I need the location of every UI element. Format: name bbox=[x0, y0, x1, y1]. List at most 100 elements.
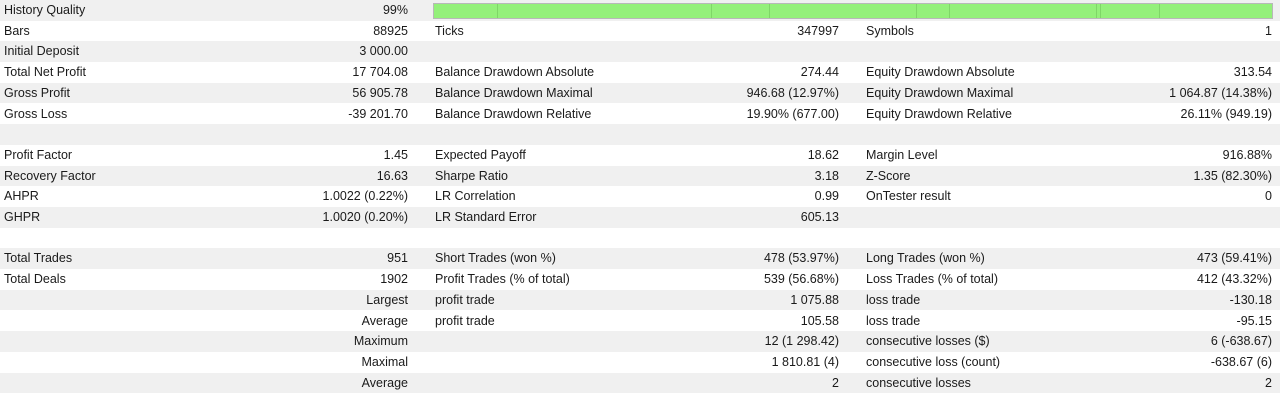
col3-label: Loss Trades (% of total) bbox=[866, 272, 999, 287]
col2-label: Sharpe Ratio bbox=[435, 168, 508, 183]
report-row bbox=[0, 124, 1280, 145]
col1-value: 1902 bbox=[380, 272, 408, 287]
col3-value: -130.18 bbox=[1229, 292, 1272, 307]
col1-value: 1.0020 (0.20%) bbox=[322, 210, 408, 224]
col3-value bbox=[1100, 207, 1272, 228]
col1-label: Total Deals bbox=[4, 272, 66, 287]
col1-label: Gross Loss bbox=[4, 106, 68, 121]
col1-value: Average bbox=[361, 313, 408, 328]
col3-value: 473 (59.41%) bbox=[1196, 251, 1272, 266]
col2-label: Ticks bbox=[435, 23, 464, 38]
col1-label bbox=[4, 352, 304, 373]
col2-value bbox=[735, 228, 839, 249]
history-quality-tick bbox=[710, 4, 712, 18]
report-row: AHPR 1.0022 (0.22%) LR Correlation 0.99 OnTe… bbox=[0, 186, 1280, 207]
history-quality-tick bbox=[1158, 4, 1160, 18]
report-row: Total Trades 951 Short Trades (won %) 478 (… bbox=[0, 248, 1280, 270]
col3-label: Z-Score bbox=[866, 168, 911, 183]
col1-label bbox=[4, 373, 304, 394]
col1-label bbox=[4, 124, 304, 145]
col2-value: 12 (1 298.42) bbox=[764, 334, 839, 349]
col2-value: 2 bbox=[832, 375, 839, 390]
col1-label bbox=[4, 331, 304, 352]
col1-label: Total Net Profit bbox=[4, 65, 86, 80]
col1-value: Maximal bbox=[361, 354, 408, 369]
col2-label bbox=[435, 393, 735, 414]
col3-value bbox=[1100, 393, 1272, 414]
col1-value: -39 201.70 bbox=[348, 106, 408, 121]
col2-label bbox=[435, 41, 735, 62]
col2-value: 1 075.88 bbox=[790, 292, 839, 307]
col1-value: 99% bbox=[382, 3, 408, 17]
report-row: Total Net Profit 17 704.08 Balance Drawdow… bbox=[0, 62, 1280, 83]
col3-label: consecutive losses ($) bbox=[866, 334, 990, 349]
col1-label: Total Trades bbox=[4, 251, 73, 266]
col3-value: 916.88% bbox=[1222, 147, 1272, 162]
col3-value: 2 bbox=[1265, 375, 1272, 390]
col1-label: Recovery Factor bbox=[4, 168, 96, 183]
col2-value: 18.62 bbox=[807, 147, 839, 162]
col3-value: 412 (43.32%) bbox=[1196, 272, 1272, 287]
col3-value: 26.11% (949.19) bbox=[1180, 106, 1273, 121]
col2-label: Short Trades (won %) bbox=[435, 251, 556, 266]
col3-value: 6 (-638.67) bbox=[1210, 334, 1272, 349]
col2-value: 19.90% (677.00) bbox=[746, 106, 839, 121]
report-row: Largest profit trade 1 075.88 loss trade -13… bbox=[0, 289, 1280, 311]
col3-label: Equity Drawdown Relative bbox=[866, 106, 1012, 121]
report-row bbox=[0, 393, 1280, 414]
col2-label: Balance Drawdown Absolute bbox=[435, 65, 595, 80]
col1-label bbox=[4, 311, 304, 332]
history-quality-tick bbox=[949, 4, 951, 18]
col2-value: 0.99 bbox=[814, 189, 839, 204]
report-row: History Quality 99% bbox=[0, 0, 1280, 21]
col1-value: 17 704.08 bbox=[352, 65, 408, 80]
col2-label bbox=[435, 373, 735, 394]
history-quality-tick bbox=[496, 4, 498, 18]
report-row: Profit Factor 1.45 Expected Payoff 18.62 Mar… bbox=[0, 144, 1280, 166]
col2-label: Expected Payoff bbox=[435, 147, 526, 162]
col3-value: 1 064.87 (14.38%) bbox=[1169, 85, 1272, 100]
col1-value bbox=[300, 228, 408, 249]
col1-value: 3 000.00 bbox=[359, 44, 408, 59]
report-row: Initial Deposit 3 000.00 bbox=[0, 41, 1280, 63]
col3-value: -638.67 (6) bbox=[1210, 354, 1272, 369]
report-row: Average profit trade 105.58 loss trade -95.1… bbox=[0, 310, 1280, 332]
report-row: GHPR 1.0020 (0.20%) LR Standard Error 605.1… bbox=[0, 207, 1280, 228]
report-row: Gross Profit 56 905.78 Balance Drawdown Ma… bbox=[0, 82, 1280, 104]
report-row: Recovery Factor 16.63 Sharpe Ratio 3.18 Z-Sc… bbox=[0, 165, 1280, 187]
col3-label: consecutive loss (count) bbox=[866, 354, 1001, 369]
col3-value: 0 bbox=[1265, 189, 1272, 204]
report-row bbox=[0, 227, 1280, 249]
col2-label: profit trade bbox=[435, 313, 495, 328]
col2-value bbox=[735, 41, 839, 62]
col2-value: 3.18 bbox=[814, 168, 839, 183]
col2-value: 274.44 bbox=[800, 65, 839, 80]
col1-label: History Quality bbox=[4, 3, 86, 17]
col2-value: 105.58 bbox=[800, 313, 839, 328]
col2-label: Balance Drawdown Relative bbox=[435, 106, 592, 121]
col1-label: GHPR bbox=[4, 210, 41, 224]
col3-label: Equity Drawdown Maximal bbox=[866, 85, 1014, 100]
col1-value bbox=[300, 124, 408, 145]
col2-value: 539 (56.68%) bbox=[763, 272, 839, 287]
col2-value: 347997 bbox=[797, 23, 839, 38]
col2-value bbox=[735, 393, 839, 414]
col1-value: 1.45 bbox=[383, 147, 408, 162]
col2-label: Profit Trades (% of total) bbox=[435, 272, 570, 287]
col3-label: loss trade bbox=[866, 313, 921, 328]
col1-value: Largest bbox=[366, 292, 408, 307]
col2-label: profit trade bbox=[435, 292, 495, 307]
col1-label: AHPR bbox=[4, 189, 39, 204]
col2-label bbox=[435, 124, 735, 145]
col3-value bbox=[1100, 124, 1272, 145]
col2-value bbox=[735, 124, 839, 145]
col2-label bbox=[435, 228, 735, 249]
col1-value: 951 bbox=[387, 251, 408, 266]
col1-label: Profit Factor bbox=[4, 147, 73, 162]
col3-label: Long Trades (won %) bbox=[866, 251, 985, 266]
col1-label bbox=[4, 290, 304, 311]
col1-value: 88925 bbox=[373, 23, 408, 38]
report-row: Maximal 1 810.81 (4) consecutive loss (cou… bbox=[0, 351, 1280, 373]
col1-value: Average bbox=[361, 375, 408, 390]
